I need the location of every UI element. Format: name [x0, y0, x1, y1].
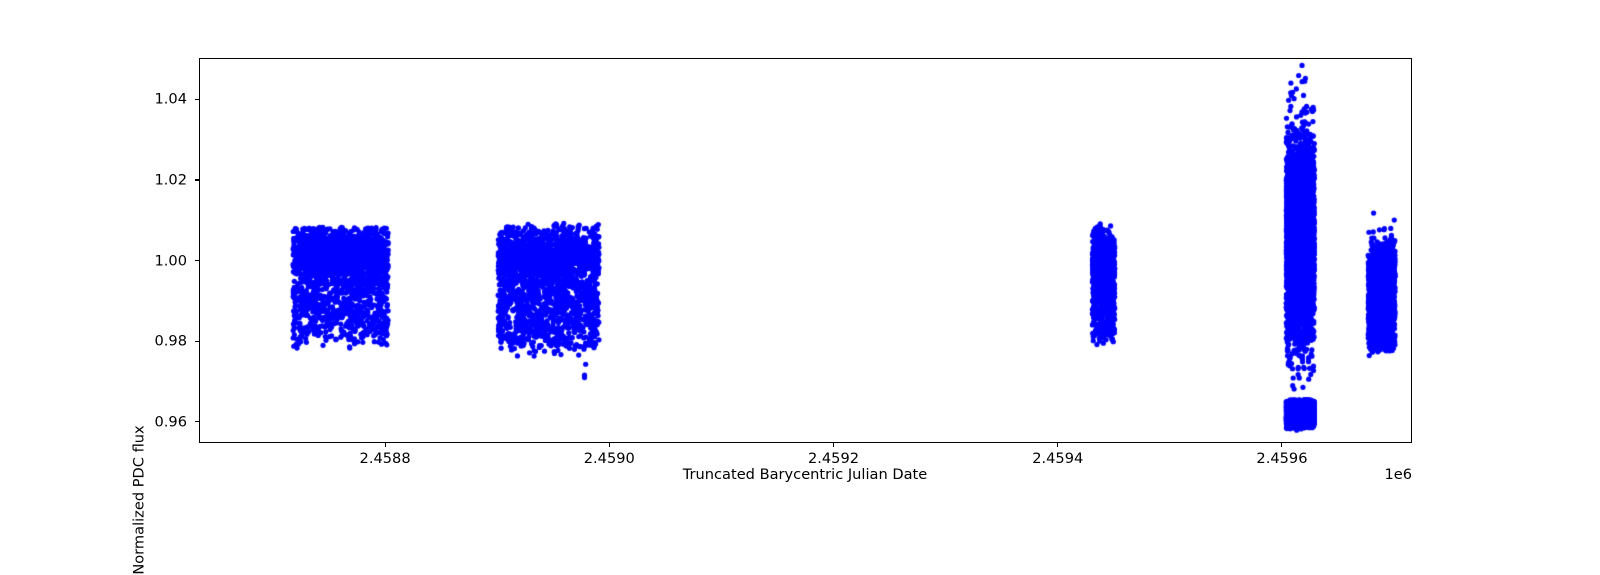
scatter-plot-canvas	[200, 59, 1413, 444]
light-curve-figure: 0.96 0.98 1.00 1.02 1.04 2.4588 2.4590 2.4592 2…	[130, 58, 1413, 575]
x-tick-mark	[1057, 443, 1059, 447]
x-tick-label: 2.4588	[359, 450, 411, 467]
x-tick-mark	[1281, 443, 1283, 447]
x-tick-label: 2.4592	[807, 450, 860, 467]
y-tick-label: 1.00	[154, 252, 188, 270]
y-tick-mark	[195, 179, 199, 181]
y-tick-mark	[195, 260, 199, 262]
plot-axes-area	[199, 58, 1413, 444]
y-tick-label: 0.98	[154, 332, 188, 350]
x-tick-mark	[608, 443, 610, 447]
y-tick-label: 0.96	[154, 413, 188, 431]
x-axis-label: Truncated Barycentric Julian Date	[682, 466, 928, 483]
x-axis-offset-label: 1e6	[1384, 466, 1412, 483]
x-tick-mark	[384, 443, 386, 447]
y-tick-mark	[195, 421, 199, 423]
x-tick-label: 2.4594	[1032, 450, 1084, 467]
y-tick-label: 1.04	[154, 90, 188, 108]
x-tick-mark	[832, 443, 835, 447]
y-tick-label: 1.02	[154, 171, 188, 189]
y-tick-mark	[195, 98, 199, 101]
y-tick-mark	[195, 340, 199, 342]
y-axis-label: Normalized PDC flux	[130, 425, 148, 575]
x-tick-label: 2.4590	[583, 450, 635, 467]
x-tick-label: 2.4596	[1256, 450, 1308, 467]
